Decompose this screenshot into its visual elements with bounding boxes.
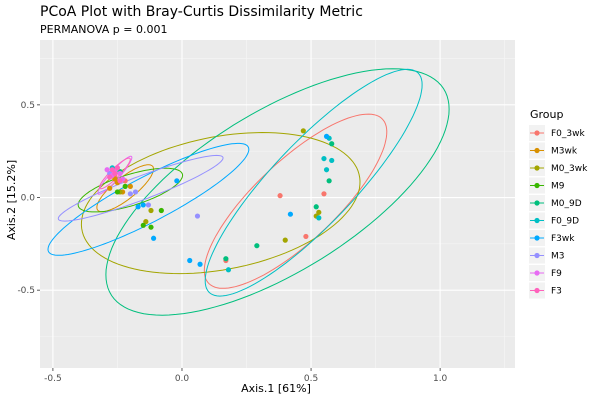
point-m9 (114, 189, 121, 195)
legend-dot-f0_9d (534, 217, 540, 224)
legend-label-m0_9d: M0_9D (551, 199, 582, 209)
point-f0_3wk (277, 193, 283, 199)
point-f0_9d (225, 267, 232, 273)
y-axis-title: Axis.2 [15.2%] (5, 160, 18, 240)
point-m3 (194, 213, 201, 219)
point-f3 (114, 165, 121, 171)
chart-subtitle: PERMANOVA p = 0.001 (40, 23, 167, 36)
point-f0_3wk (303, 233, 309, 240)
legend-dot-f3 (534, 287, 540, 294)
legend-dot-m0_9d (534, 200, 540, 206)
point-f0_9d (321, 155, 327, 162)
point-m0_9d (223, 256, 229, 262)
x-tick-label: -0.5 (44, 374, 62, 384)
legend-dot-f9 (534, 270, 540, 276)
plot-panel (40, 40, 515, 368)
point-f3 (117, 178, 123, 184)
ellipse-f9 (97, 155, 133, 195)
legend-dot-m9 (534, 182, 540, 189)
point-m0_3wk (300, 128, 306, 134)
point-f3wk (287, 211, 294, 217)
ellipse-m0_9d (105, 68, 450, 316)
y-tick-label: 0.5 (21, 101, 35, 111)
y-axis-ticks: -0.5 0.0 0.5 (17, 101, 40, 296)
point-m3 (127, 191, 133, 197)
point-f0_3wk (321, 191, 327, 197)
point-f3 (109, 167, 115, 173)
point-m0_9d (313, 204, 319, 210)
y-tick-label: 0.0 (21, 194, 36, 204)
point-f0_9d (316, 215, 322, 221)
ellipse-f3wk (47, 142, 250, 256)
point-f0_9d (323, 167, 330, 173)
point-m0_9d (329, 141, 335, 147)
legend-dot-m3wk (534, 147, 540, 154)
legend-label-f9: F9 (551, 269, 562, 279)
point-m0_9d (326, 178, 332, 184)
ellipse-m3 (57, 154, 224, 222)
ellipse-f3 (99, 157, 131, 190)
legend-label-m0_3wk: M0_3wk (551, 164, 588, 174)
point-m0_9d (254, 243, 260, 249)
legend-label-f3wk: F3wk (551, 234, 575, 244)
point-f9 (104, 167, 110, 173)
x-tick-label: 0.5 (304, 374, 318, 384)
x-axis-title: Axis.1 [61%] (241, 382, 311, 395)
point-m3wk (107, 185, 113, 191)
point-m9 (158, 207, 164, 214)
point-m9 (140, 222, 146, 228)
chart-title: PCoA Plot with Bray-Curtis Dissimilarity… (40, 4, 363, 20)
legend-dot-f3wk (534, 235, 540, 241)
point-f3wk (323, 133, 330, 139)
point-f0_9d (329, 157, 335, 164)
point-m0_3wk (148, 207, 154, 214)
point-m3 (132, 189, 139, 195)
ellipse-f0_3wk (203, 113, 388, 289)
legend-label-m3wk: M3wk (551, 147, 578, 157)
point-m9 (122, 183, 128, 189)
legend-label-f3: F3 (551, 287, 562, 297)
ellipse-m3wk (96, 164, 154, 213)
ellipse-f0_9d (204, 68, 423, 297)
point-f3wk (174, 178, 180, 184)
legend-dot-m0_3wk (534, 165, 540, 171)
legend-dot-m3 (534, 252, 540, 259)
data-points (104, 128, 335, 273)
legend-label-f0_3wk: F0_3wk (551, 129, 585, 139)
point-m0_3wk (282, 237, 288, 243)
point-f3 (107, 174, 113, 180)
point-f3 (112, 170, 118, 177)
x-axis-ticks: -0.5 0.0 0.5 1.0 (44, 368, 448, 384)
legend-title: Group (530, 108, 564, 121)
point-f3wk (197, 261, 203, 267)
legend-dot-f0_3wk (534, 130, 540, 136)
point-m3 (145, 202, 152, 208)
point-m0_3wk (316, 209, 322, 215)
panel-background (40, 40, 515, 368)
point-f3wk (140, 202, 146, 208)
point-m0_3wk (143, 219, 149, 225)
point-f9 (117, 170, 123, 177)
ellipse-m9 (77, 167, 184, 213)
point-m3wk (127, 183, 133, 189)
point-f3wk (187, 257, 193, 264)
point-m3wk (112, 176, 118, 182)
confidence-ellipses (47, 68, 450, 316)
x-tick-label: 1.0 (433, 374, 448, 384)
legend-label-m3: M3 (551, 252, 565, 262)
point-f3wk (150, 235, 157, 241)
x-tick-label: 0.0 (175, 374, 190, 384)
point-f3wk (135, 204, 141, 210)
legend: Group F0_3wk M3wk M0_3wk M9 M0_9D F0_9D F3wk M3… (529, 108, 588, 299)
legend-label-m9: M9 (551, 182, 565, 192)
y-tick-label: -0.5 (17, 286, 35, 296)
point-m9 (148, 224, 154, 230)
legend-label-f0_9d: F0_9D (551, 217, 579, 227)
